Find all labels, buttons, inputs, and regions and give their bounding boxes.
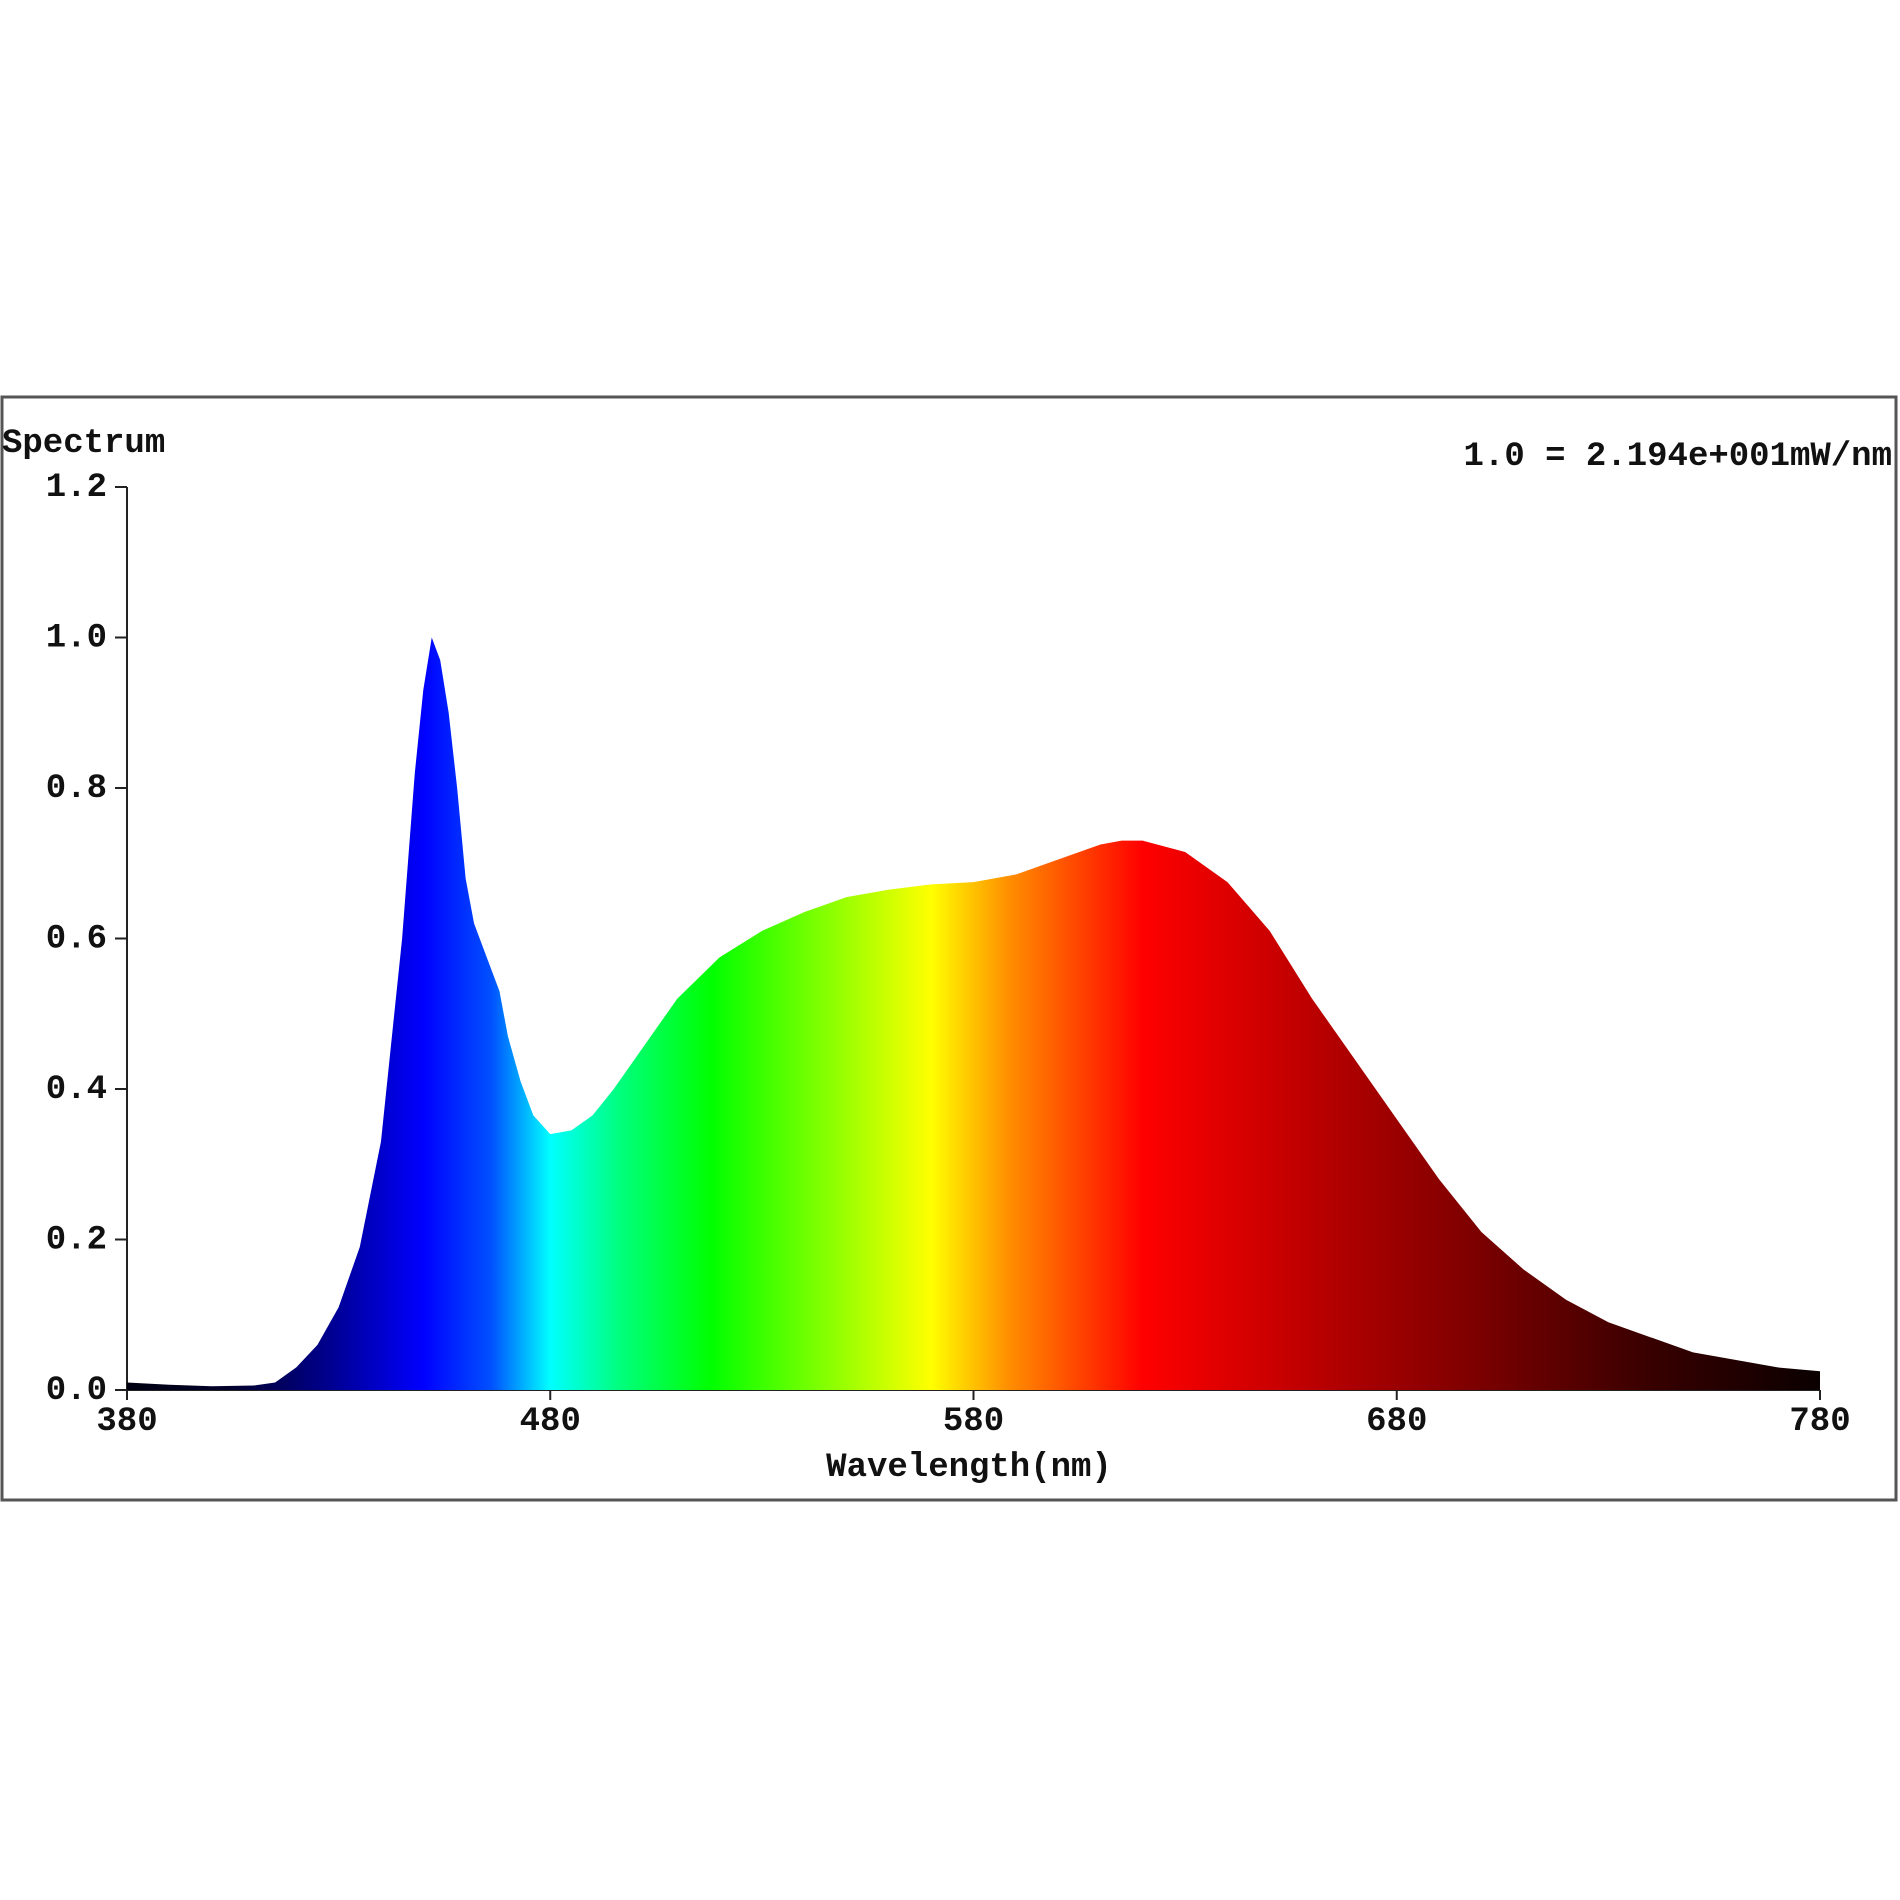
x-tick-label: 380 <box>96 1403 157 1441</box>
y-tick-label: 0.6 <box>46 920 107 958</box>
x-tick-label: 580 <box>943 1403 1004 1441</box>
y-tick-label: 1.0 <box>46 619 107 657</box>
y-tick-label: 1.2 <box>46 469 107 507</box>
y-tick-label: 0.4 <box>46 1071 107 1109</box>
y-tick-label: 0.0 <box>46 1372 107 1410</box>
x-axis-label: Wavelength(nm) <box>826 1449 1112 1487</box>
y-tick-label: 0.2 <box>46 1221 107 1259</box>
y-tick-label: 0.8 <box>46 770 107 808</box>
spectrum-area <box>127 637 1820 1390</box>
x-tick-label: 680 <box>1366 1403 1427 1441</box>
x-tick-label: 780 <box>1789 1403 1850 1441</box>
frame <box>0 395 1898 1502</box>
x-tick-label: 480 <box>520 1403 581 1441</box>
annotation: 1.0 = 2.194e+001mW/nm <box>1464 438 1892 476</box>
chart-title: Spectrum <box>2 425 165 463</box>
